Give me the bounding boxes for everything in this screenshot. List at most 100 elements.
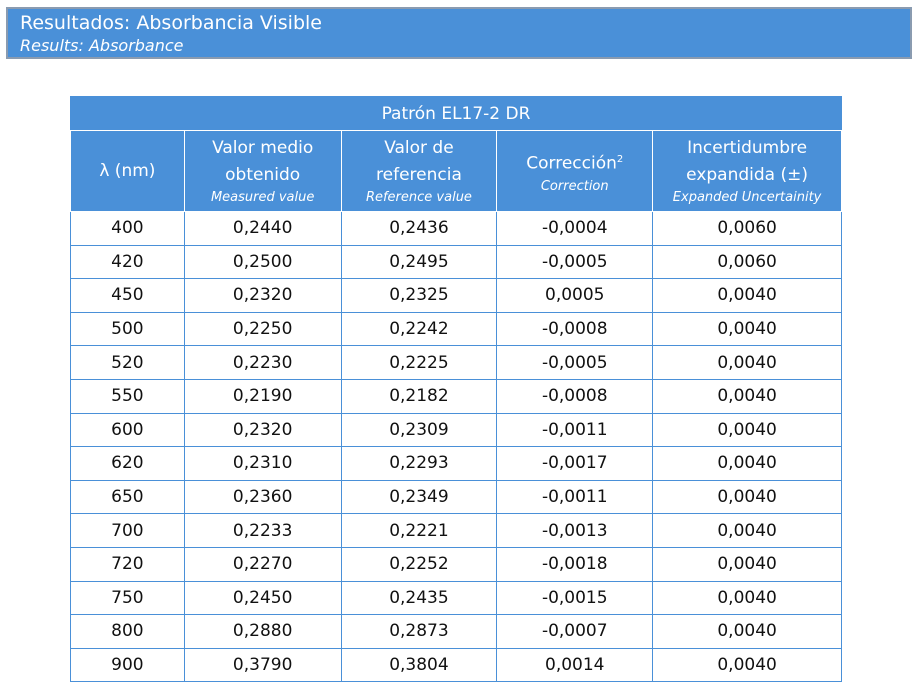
table-cell: 420 — [70, 244, 185, 280]
table-row: 400 0,2440 0,2436 -0,0004 0,0060 — [70, 211, 842, 246]
table-cell: 0,2270 — [183, 546, 342, 582]
table-cell: -0,0004 — [496, 211, 654, 246]
table-cell: 0,2325 — [340, 278, 498, 313]
table-cell: -0,0015 — [496, 580, 654, 616]
table-cell: 550 — [70, 378, 185, 414]
table-row: 520 0,2230 0,2225 -0,0005 0,0040 — [70, 345, 842, 380]
table-row: 800 0,2880 0,2873 -0,0007 0,0040 — [70, 614, 842, 649]
column-label: Corrección — [526, 153, 617, 174]
table-cell: 0,2495 — [340, 244, 498, 280]
table-title: Patrón EL17-2 DR — [70, 96, 842, 131]
table-cell: 0,2225 — [340, 345, 498, 380]
table-row: 720 0,2270 0,2252 -0,0018 0,0040 — [70, 546, 842, 582]
table-cell: 0,2233 — [183, 513, 342, 548]
table-cell: 0,2435 — [340, 580, 498, 616]
table-row: 650 0,2360 0,2349 -0,0011 0,0040 — [70, 479, 842, 515]
table-cell: -0,0005 — [496, 244, 654, 280]
table-cell: 0,2310 — [183, 446, 342, 481]
column-header: Valor medio obtenido Measured value — [183, 130, 342, 212]
table-cell: 500 — [70, 311, 185, 347]
table-cell: 0,2190 — [183, 378, 342, 414]
table-cell: 750 — [70, 580, 185, 616]
table-cell: 0,2182 — [340, 378, 498, 414]
table-body: 400 0,2440 0,2436 -0,0004 0,0060 420 0,2500 0,2… — [70, 211, 842, 683]
column-header: λ (nm) — [70, 130, 185, 212]
table-cell: 450 — [70, 278, 185, 313]
table-cell: -0,0007 — [496, 614, 654, 649]
table-cell: 0,0014 — [496, 647, 654, 683]
column-sublabel: Measured value — [210, 190, 315, 205]
table-cell: 600 — [70, 412, 185, 448]
column-sublabel: Expanded Uncertainity — [672, 190, 822, 205]
table-cell: 0,2360 — [183, 479, 342, 515]
header-title: Resultados: Absorbancia Visible — [20, 12, 322, 34]
table-cell: 400 — [70, 211, 185, 246]
column-label: Incertidumbre expandida (±) — [686, 138, 808, 185]
table-cell: 700 — [70, 513, 185, 548]
table-cell: -0,0008 — [496, 378, 654, 414]
table-cell: -0,0011 — [496, 412, 654, 448]
table-cell: 0,0040 — [652, 412, 842, 448]
table-cell: 0,2242 — [340, 311, 498, 347]
table-cell: 0,0005 — [496, 278, 654, 313]
column-label: Valor medio obtenido — [212, 138, 314, 185]
table-row: 620 0,2310 0,2293 -0,0017 0,0040 — [70, 446, 842, 481]
table-cell: 0,2221 — [340, 513, 498, 548]
column-sublabel: Correction — [540, 178, 609, 194]
table-cell: 0,0040 — [652, 278, 842, 313]
table-cell: -0,0018 — [496, 546, 654, 582]
header-row: λ (nm) Valor medio obtenido Measured value… — [70, 130, 842, 212]
column-label: λ (nm) — [99, 160, 156, 181]
column-header: Incertidumbre expandida (±) Expanded Unce… — [652, 130, 842, 212]
table-cell: 0,2349 — [340, 479, 498, 515]
column-header: Valor de referencia Reference value — [340, 130, 498, 212]
table-cell: 0,0040 — [652, 311, 842, 347]
table-cell: 0,3804 — [340, 647, 498, 683]
table-cell: 0,0060 — [652, 244, 842, 280]
table-cell: 0,0040 — [652, 446, 842, 481]
table-cell: 0,0040 — [652, 546, 842, 582]
table-cell: -0,0017 — [496, 446, 654, 481]
table-cell: -0,0005 — [496, 345, 654, 380]
table-row: 420 0,2500 0,2495 -0,0005 0,0060 — [70, 244, 842, 280]
table-cell: 0,0040 — [652, 479, 842, 515]
table-cell: 0,0040 — [652, 513, 842, 548]
table-cell: 0,0060 — [652, 211, 842, 246]
table-row: 500 0,2250 0,2242 -0,0008 0,0040 — [70, 311, 842, 347]
table-cell: 0,0040 — [652, 580, 842, 616]
table-cell: 0,2293 — [340, 446, 498, 481]
table-cell: 0,2450 — [183, 580, 342, 616]
table-row: 450 0,2320 0,2325 0,0005 0,0040 — [70, 278, 842, 313]
table-cell: 800 — [70, 614, 185, 649]
column-header: Corrección2 Correction — [496, 130, 654, 212]
column-sublabel: Reference value — [365, 190, 472, 205]
column-superscript: 2 — [616, 154, 624, 166]
table-cell: 0,2880 — [183, 614, 342, 649]
table-cell: -0,0008 — [496, 311, 654, 347]
table-cell: 0,2230 — [183, 345, 342, 380]
table-cell: 0,2440 — [183, 211, 342, 246]
header: Resultados: Absorbancia Visible Results:… — [6, 7, 912, 59]
results-table: Patrón EL17-2 DR λ (nm) Valor medio obten… — [70, 96, 842, 683]
table-cell: 0,0040 — [652, 345, 842, 380]
table-cell: 0,0040 — [652, 378, 842, 414]
table-cell: 0,2436 — [340, 211, 498, 246]
header-subtitle: Results: Absorbance — [20, 36, 184, 55]
table-cell: 520 — [70, 345, 185, 380]
table-row: 750 0,2450 0,2435 -0,0015 0,0040 — [70, 580, 842, 616]
table-cell: 0,2873 — [340, 614, 498, 649]
table-row: 900 0,3790 0,3804 0,0014 0,0040 — [70, 647, 842, 683]
table-cell: -0,0011 — [496, 479, 654, 515]
table-row: 600 0,2320 0,2309 -0,0011 0,0040 — [70, 412, 842, 448]
table-cell: 0,2320 — [183, 278, 342, 313]
table-cell: 650 — [70, 479, 185, 515]
table-cell: -0,0013 — [496, 513, 654, 548]
table-cell: 0,2500 — [183, 244, 342, 280]
table-cell: 620 — [70, 446, 185, 481]
table-cell: 720 — [70, 546, 185, 582]
table-cell: 0,3790 — [183, 647, 342, 683]
table-cell: 0,2309 — [340, 412, 498, 448]
table-row: 550 0,2190 0,2182 -0,0008 0,0040 — [70, 378, 842, 414]
table-cell: 900 — [70, 647, 185, 683]
